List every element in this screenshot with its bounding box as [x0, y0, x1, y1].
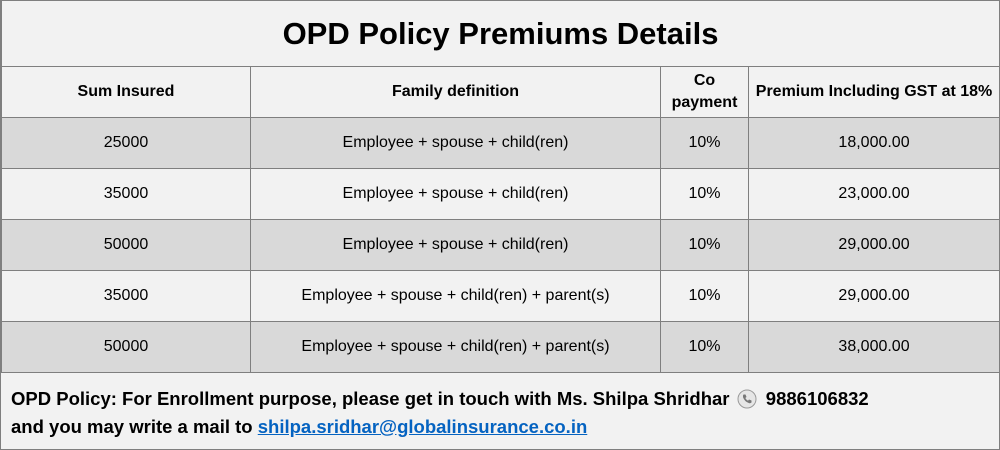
table-cell: 29,000.00 [747, 270, 1000, 322]
table-cell: Employee + spouse + child(ren) [250, 219, 661, 271]
column-header: Sum Insured [1, 66, 251, 118]
table-row: 50000 Employee + spouse + child(ren) + pa… [1, 321, 1000, 373]
footer-text: OPD Policy: For Enrollment purpose, plea… [11, 388, 730, 409]
table-row: 35000 Employee + spouse + child(ren) + pa… [1, 270, 1000, 322]
title-row: OPD Policy Premiums Details [0, 1, 1000, 67]
table-cell: 50000 [1, 219, 251, 271]
phone-icon [737, 389, 757, 409]
table-cell: 18,000.00 [747, 117, 1000, 169]
table-cell: 23,000.00 [747, 168, 1000, 220]
table-cell: 10% [660, 219, 749, 271]
table-cell: 50000 [1, 321, 251, 373]
table-cell: 10% [660, 321, 749, 373]
table-cell: 38,000.00 [747, 321, 1000, 373]
table-cell: Employee + spouse + child(ren) [250, 117, 661, 169]
table-cell: 10% [660, 117, 749, 169]
footer: OPD Policy: For Enrollment purpose, plea… [1, 377, 1000, 441]
footer-text: and you may write a mail to [11, 416, 253, 437]
table-cell: Employee + spouse + child(ren) + parent(… [250, 270, 661, 322]
header-row: Sum Insured Family definition Co payment Pr… [1, 66, 1000, 118]
table-cell: 25000 [1, 117, 251, 169]
email-link[interactable]: shilpa.sridhar@globalinsurance.co.in [257, 416, 588, 437]
phone-number: 9886106832 [765, 388, 869, 409]
table-cell: 10% [660, 270, 749, 322]
table-cell: 29,000.00 [747, 219, 1000, 271]
table-body: OPD Policy Premiums Details Sum Insured F… [0, 1, 1000, 373]
title: OPD Policy Premiums Details [0, 1, 1000, 67]
column-header: Co payment [660, 66, 749, 118]
table-cell: 35000 [1, 270, 251, 322]
table-row: 25000 Employee + spouse + child(ren) 10% 18… [1, 117, 1000, 169]
table-row: 50000 Employee + spouse + child(ren) 10% 29… [1, 219, 1000, 271]
table-cell: Employee + spouse + child(ren) [250, 168, 661, 220]
premium-table: OPD Policy Premiums Details Sum Insured F… [0, 1, 1000, 373]
table-cell: 10% [660, 168, 749, 220]
column-header: Family definition [250, 66, 661, 118]
column-header: Premium Including GST at 18% [747, 66, 1000, 118]
table-cell: Employee + spouse + child(ren) + parent(… [250, 321, 661, 373]
table-cell: 35000 [1, 168, 251, 220]
table-row: 35000 Employee + spouse + child(ren) 10% 23… [1, 168, 1000, 220]
